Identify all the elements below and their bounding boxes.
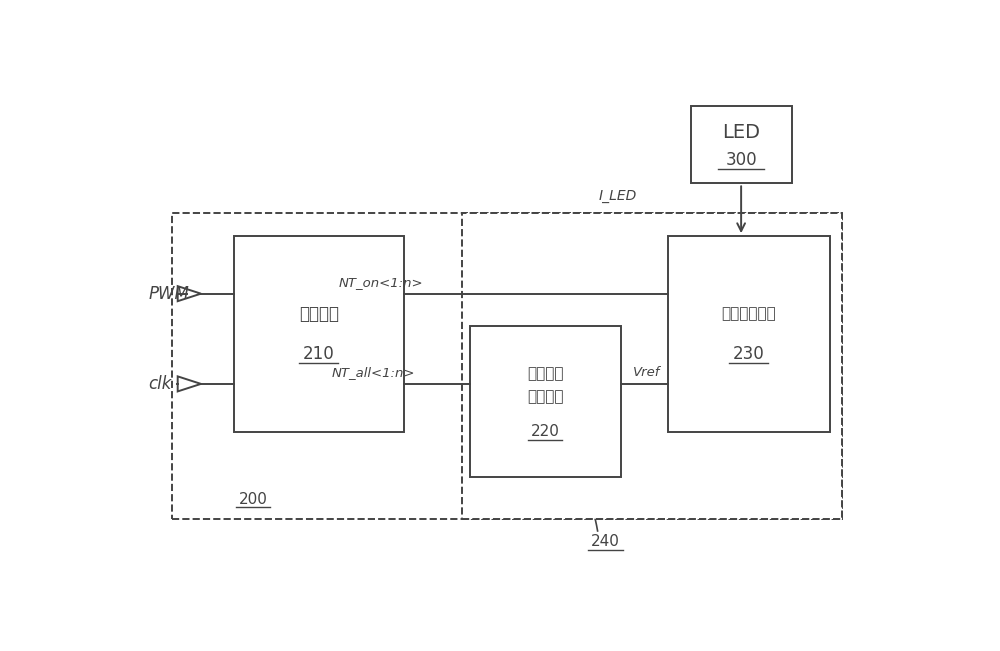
Text: NT_on<1:n>: NT_on<1:n> [338, 275, 423, 288]
Text: 220: 220 [531, 424, 560, 439]
Text: 210: 210 [303, 345, 335, 363]
Text: Vref: Vref [633, 366, 660, 379]
Bar [462, 214, 842, 519]
Bar [234, 236, 404, 432]
Text: 240: 240 [591, 534, 620, 549]
Text: 参考电压: 参考电压 [527, 367, 564, 381]
Text: 计数单元: 计数单元 [299, 305, 339, 323]
Text: NT_all<1:n>: NT_all<1:n> [331, 366, 415, 379]
Text: 电流调节电路: 电流调节电路 [722, 306, 776, 321]
Bar [172, 214, 842, 519]
Bar [668, 236, 830, 432]
Text: 230: 230 [733, 345, 765, 363]
Text: 产生电路: 产生电路 [527, 389, 564, 404]
Text: 300: 300 [725, 150, 757, 169]
Bar [691, 105, 792, 184]
Text: LED: LED [722, 122, 760, 141]
Bar [470, 326, 621, 477]
Text: I_LED: I_LED [598, 189, 637, 203]
Text: clk: clk [148, 375, 172, 393]
Text: 200: 200 [238, 492, 267, 506]
Text: PWM: PWM [148, 284, 189, 303]
